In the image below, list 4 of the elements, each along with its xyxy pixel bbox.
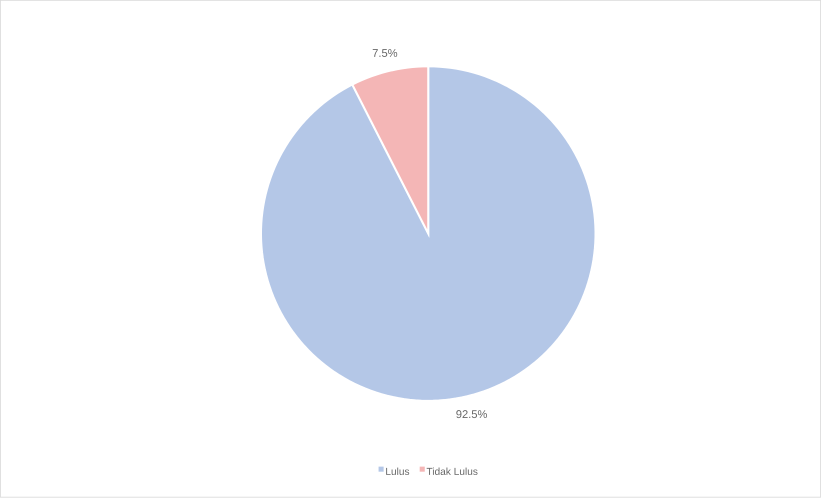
legend-label: Lulus xyxy=(386,468,410,476)
data-label: 92.5% xyxy=(456,410,488,418)
data-label: 7.5% xyxy=(372,49,398,58)
legend-label: Tidak Lulus xyxy=(426,468,478,476)
